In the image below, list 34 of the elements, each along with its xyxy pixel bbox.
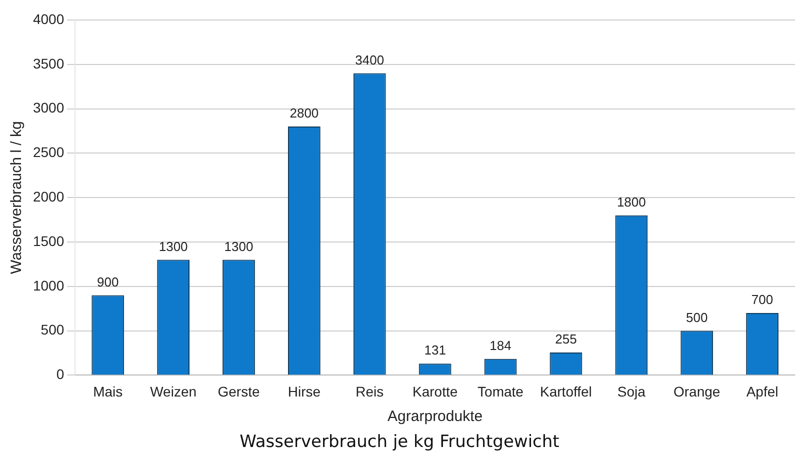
x-tick-label: Karotte xyxy=(412,383,458,400)
x-tick-label: Apfel xyxy=(746,383,778,400)
x-tick-label: Mais xyxy=(93,383,123,400)
x-tick-label: Tomate xyxy=(478,383,524,400)
y-tick-label: 2000 xyxy=(32,188,64,204)
y-axis-title: Wasserverbrauch l / kg xyxy=(8,121,26,274)
x-tick-label: Kartoffel xyxy=(540,383,592,400)
y-tick-label: 500 xyxy=(40,322,64,338)
data-label: 255 xyxy=(555,332,577,347)
data-label: 1800 xyxy=(616,194,646,210)
data-label: 700 xyxy=(751,292,774,308)
x-tick-label: Reis xyxy=(356,383,384,400)
y-tick-label: 3000 xyxy=(32,100,64,116)
y-tick-label: 4000 xyxy=(32,10,64,27)
x-tick-label: Orange xyxy=(673,383,720,400)
y-tick-label: 1000 xyxy=(32,277,64,294)
x-tick-label: Hirse xyxy=(288,383,321,400)
x-axis-title: Agrarprodukte xyxy=(388,408,483,426)
data-label: 1300 xyxy=(224,238,254,254)
y-tick-label: 3500 xyxy=(32,55,64,72)
data-label: 500 xyxy=(686,310,708,325)
data-label: 900 xyxy=(97,274,119,290)
data-label: 1300 xyxy=(158,238,188,254)
x-tick-label: Weizen xyxy=(150,383,197,400)
y-tick-label: 2500 xyxy=(32,144,64,160)
y-tick-label: 0 xyxy=(56,366,64,382)
text: Wasserverbrauch je kg Fruchtgewicht xyxy=(238,432,560,452)
data-label: 3400 xyxy=(355,52,384,68)
y-tick-label: 1500 xyxy=(32,232,64,249)
x-tick-label: Gerste xyxy=(218,383,260,400)
data-label: 184 xyxy=(490,338,512,353)
x-tick-label: Soja xyxy=(617,383,646,400)
data-label: 2800 xyxy=(290,106,319,121)
data-label: 131 xyxy=(424,342,446,358)
